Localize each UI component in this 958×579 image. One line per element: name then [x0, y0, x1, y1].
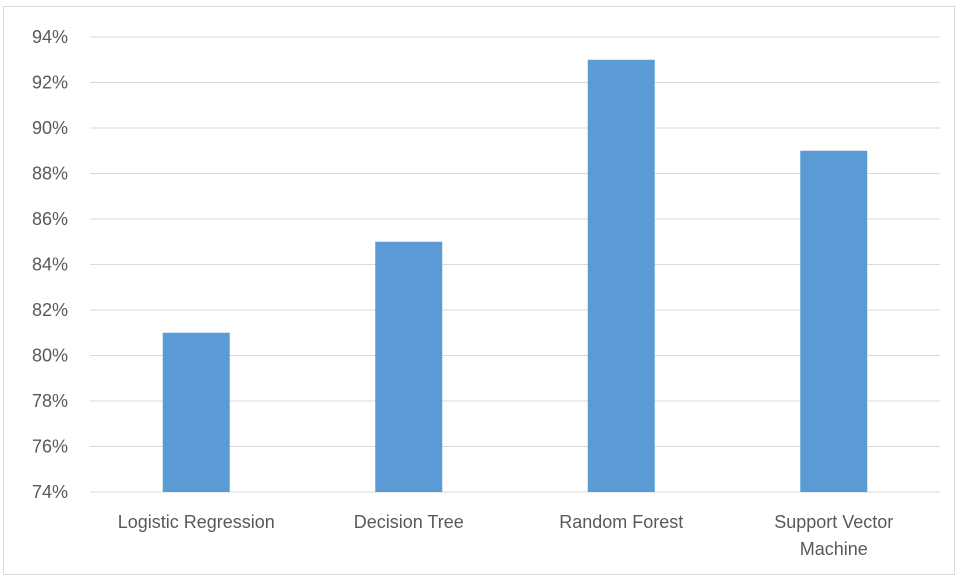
bar: [800, 150, 868, 492]
y-tick-label: 94%: [32, 27, 68, 47]
x-category-label: Random Forest: [559, 512, 683, 532]
y-tick-label: 82%: [32, 300, 68, 320]
y-tick-label: 84%: [32, 255, 68, 275]
x-category-label: Support Vector Machine: [774, 512, 893, 559]
y-tick-label: 80%: [32, 346, 68, 366]
x-category-label: Decision Tree: [354, 512, 464, 532]
x-category-label: Logistic Regression: [118, 512, 275, 532]
y-tick-label: 90%: [32, 118, 68, 138]
chart-area: [3, 6, 955, 575]
bar: [375, 241, 443, 492]
y-tick-label: 74%: [32, 482, 68, 502]
y-tick-label: 78%: [32, 391, 68, 411]
y-tick-label: 88%: [32, 164, 68, 184]
bar: [162, 332, 230, 492]
y-tick-label: 92%: [32, 73, 68, 93]
y-tick-label: 86%: [32, 209, 68, 229]
bar: [587, 59, 655, 492]
y-tick-label: 76%: [32, 437, 68, 457]
